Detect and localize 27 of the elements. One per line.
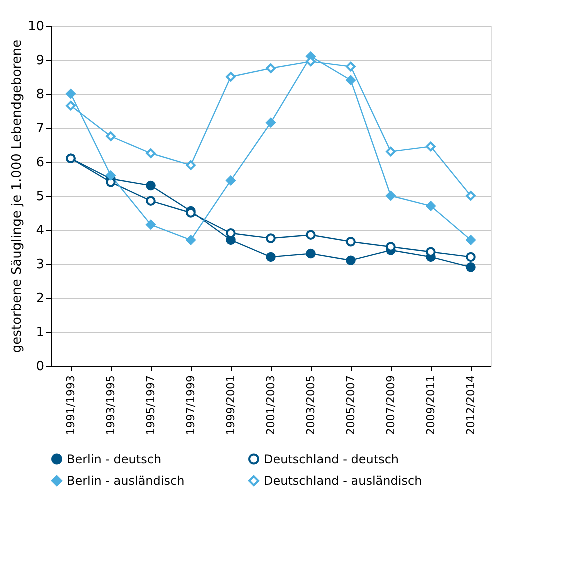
x-tick-label: 1993/1995 [104,376,118,436]
legend-label: Berlin - deutsch [67,452,162,466]
legend-label: Deutschland - ausländisch [264,474,422,488]
x-tick-label: 2007/2009 [384,376,398,436]
x-tick-label: 1991/1993 [64,376,78,436]
x-tick-label: 2012/2014 [464,376,478,436]
x-tick-label: 2001/2003 [264,376,278,436]
legend-label: Berlin - ausländisch [67,474,185,488]
y-tick-label: 5 [36,190,44,204]
y-tick-label: 3 [36,258,44,272]
x-tick-label: 2009/2011 [424,376,438,436]
x-tick-label: 1997/1999 [184,376,198,436]
y-tick-label: 9 [36,54,44,68]
x-tick-label: 2003/2005 [304,376,318,436]
y-tick-label: 2 [36,292,44,306]
legend-label: Deutschland - deutsch [264,452,400,466]
y-tick-label: 8 [36,88,44,102]
y-axis-title: gestorbene Säuglinge je 1.000 Lebendgeborene [10,40,25,354]
x-tick-label: 1999/2001 [224,376,238,436]
y-tick-label: 0 [36,360,44,374]
y-tick-label: 6 [36,156,44,170]
y-tick-label: 10 [28,20,44,34]
y-tick-label: 1 [36,326,44,340]
y-tick-label: 4 [36,224,44,238]
y-tick-label: 7 [36,122,44,136]
x-tick-label: 2005/2007 [344,376,358,436]
x-tick-label: 1995/1997 [144,376,158,436]
